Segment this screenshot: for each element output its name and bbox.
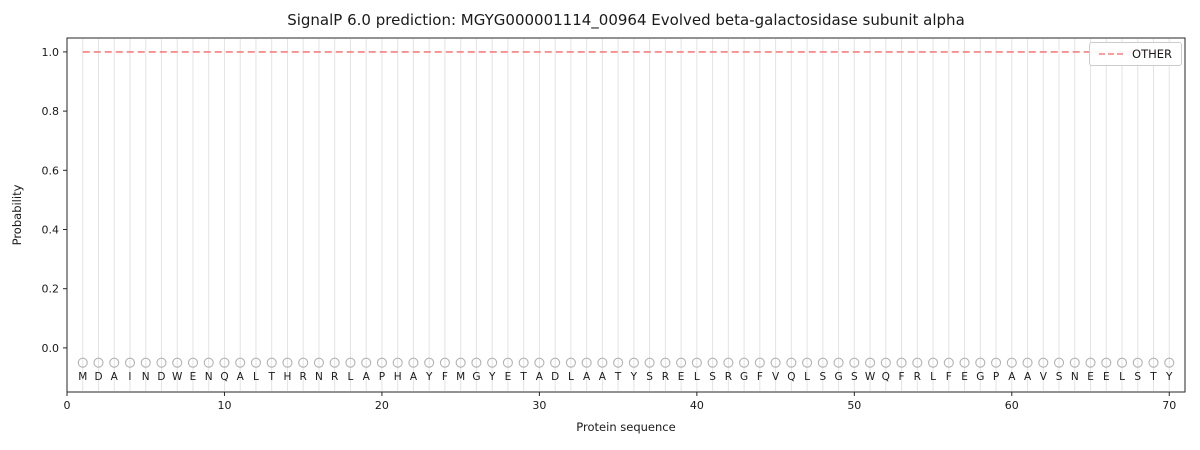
svg-text:R: R	[300, 371, 307, 383]
svg-text:L: L	[804, 371, 810, 383]
svg-text:E: E	[678, 371, 685, 383]
svg-text:E: E	[961, 371, 968, 383]
svg-text:M: M	[456, 371, 465, 383]
svg-text:30: 30	[532, 399, 546, 412]
svg-text:A: A	[410, 371, 418, 383]
svg-text:S: S	[819, 371, 826, 383]
svg-text:10: 10	[217, 399, 231, 412]
svg-text:Y: Y	[425, 371, 433, 383]
svg-text:A: A	[363, 371, 371, 383]
svg-text:D: D	[551, 371, 559, 383]
svg-text:W: W	[172, 371, 183, 383]
svg-text:R: R	[662, 371, 669, 383]
svg-text:Y: Y	[488, 371, 496, 383]
svg-text:T: T	[519, 371, 527, 383]
x-axis-label: Protein sequence	[576, 420, 676, 434]
svg-text:H: H	[394, 371, 402, 383]
svg-text:Y: Y	[1165, 371, 1173, 383]
svg-text:N: N	[315, 371, 323, 383]
svg-text:F: F	[946, 371, 952, 383]
svg-text:L: L	[568, 371, 574, 383]
svg-text:A: A	[599, 371, 607, 383]
svg-text:H: H	[283, 371, 291, 383]
svg-text:W: W	[865, 371, 876, 383]
svg-text:0.2: 0.2	[42, 283, 60, 296]
svg-text:A: A	[111, 371, 119, 383]
svg-text:N: N	[1071, 371, 1079, 383]
svg-text:L: L	[348, 371, 354, 383]
svg-text:S: S	[1134, 371, 1141, 383]
svg-text:T: T	[267, 371, 275, 383]
svg-text:F: F	[899, 371, 905, 383]
svg-text:D: D	[157, 371, 165, 383]
svg-text:60: 60	[1005, 399, 1019, 412]
svg-text:50: 50	[847, 399, 861, 412]
svg-text:N: N	[142, 371, 150, 383]
svg-text:E: E	[1103, 371, 1110, 383]
svg-text:A: A	[237, 371, 245, 383]
svg-text:1.0: 1.0	[42, 46, 60, 59]
legend-label: OTHER	[1132, 47, 1172, 61]
svg-text:0: 0	[64, 399, 71, 412]
svg-text:S: S	[851, 371, 858, 383]
svg-text:M: M	[78, 371, 87, 383]
svg-text:40: 40	[690, 399, 704, 412]
svg-text:L: L	[930, 371, 936, 383]
svg-text:L: L	[253, 371, 259, 383]
svg-text:0.0: 0.0	[42, 342, 60, 355]
svg-text:Q: Q	[787, 371, 795, 383]
svg-text:F: F	[442, 371, 448, 383]
legend: OTHER	[1089, 42, 1182, 66]
chart-title: SignalP 6.0 prediction: MGYG000001114_00…	[287, 11, 965, 29]
svg-text:L: L	[694, 371, 700, 383]
svg-text:L: L	[1119, 371, 1125, 383]
svg-text:E: E	[190, 371, 197, 383]
svg-text:E: E	[1087, 371, 1094, 383]
svg-text:G: G	[740, 371, 748, 383]
svg-text:A: A	[536, 371, 544, 383]
svg-text:D: D	[94, 371, 102, 383]
svg-text:I: I	[128, 371, 131, 383]
svg-text:A: A	[583, 371, 591, 383]
svg-text:Q: Q	[882, 371, 890, 383]
svg-text:R: R	[725, 371, 732, 383]
svg-text:G: G	[976, 371, 984, 383]
svg-text:P: P	[379, 371, 385, 383]
svg-text:R: R	[914, 371, 921, 383]
svg-text:70: 70	[1162, 399, 1176, 412]
svg-text:V: V	[1040, 371, 1048, 383]
svg-text:G: G	[835, 371, 843, 383]
svg-text:20: 20	[375, 399, 389, 412]
svg-text:E: E	[505, 371, 512, 383]
svg-text:T: T	[1149, 371, 1157, 383]
svg-text:A: A	[1024, 371, 1032, 383]
svg-text:P: P	[993, 371, 999, 383]
svg-text:A: A	[1008, 371, 1016, 383]
svg-text:G: G	[472, 371, 480, 383]
svg-text:S: S	[646, 371, 653, 383]
svg-text:V: V	[772, 371, 780, 383]
svg-text:S: S	[709, 371, 716, 383]
svg-text:0.8: 0.8	[42, 105, 60, 118]
svg-text:N: N	[205, 371, 213, 383]
svg-text:S: S	[1056, 371, 1063, 383]
svg-text:Y: Y	[630, 371, 638, 383]
svg-text:F: F	[757, 371, 763, 383]
svg-text:T: T	[614, 371, 622, 383]
svg-text:0.6: 0.6	[42, 164, 60, 177]
svg-text:0.4: 0.4	[42, 224, 60, 237]
svg-text:R: R	[331, 371, 338, 383]
svg-text:Q: Q	[220, 371, 228, 383]
legend-dashed-line-icon	[1099, 53, 1125, 55]
